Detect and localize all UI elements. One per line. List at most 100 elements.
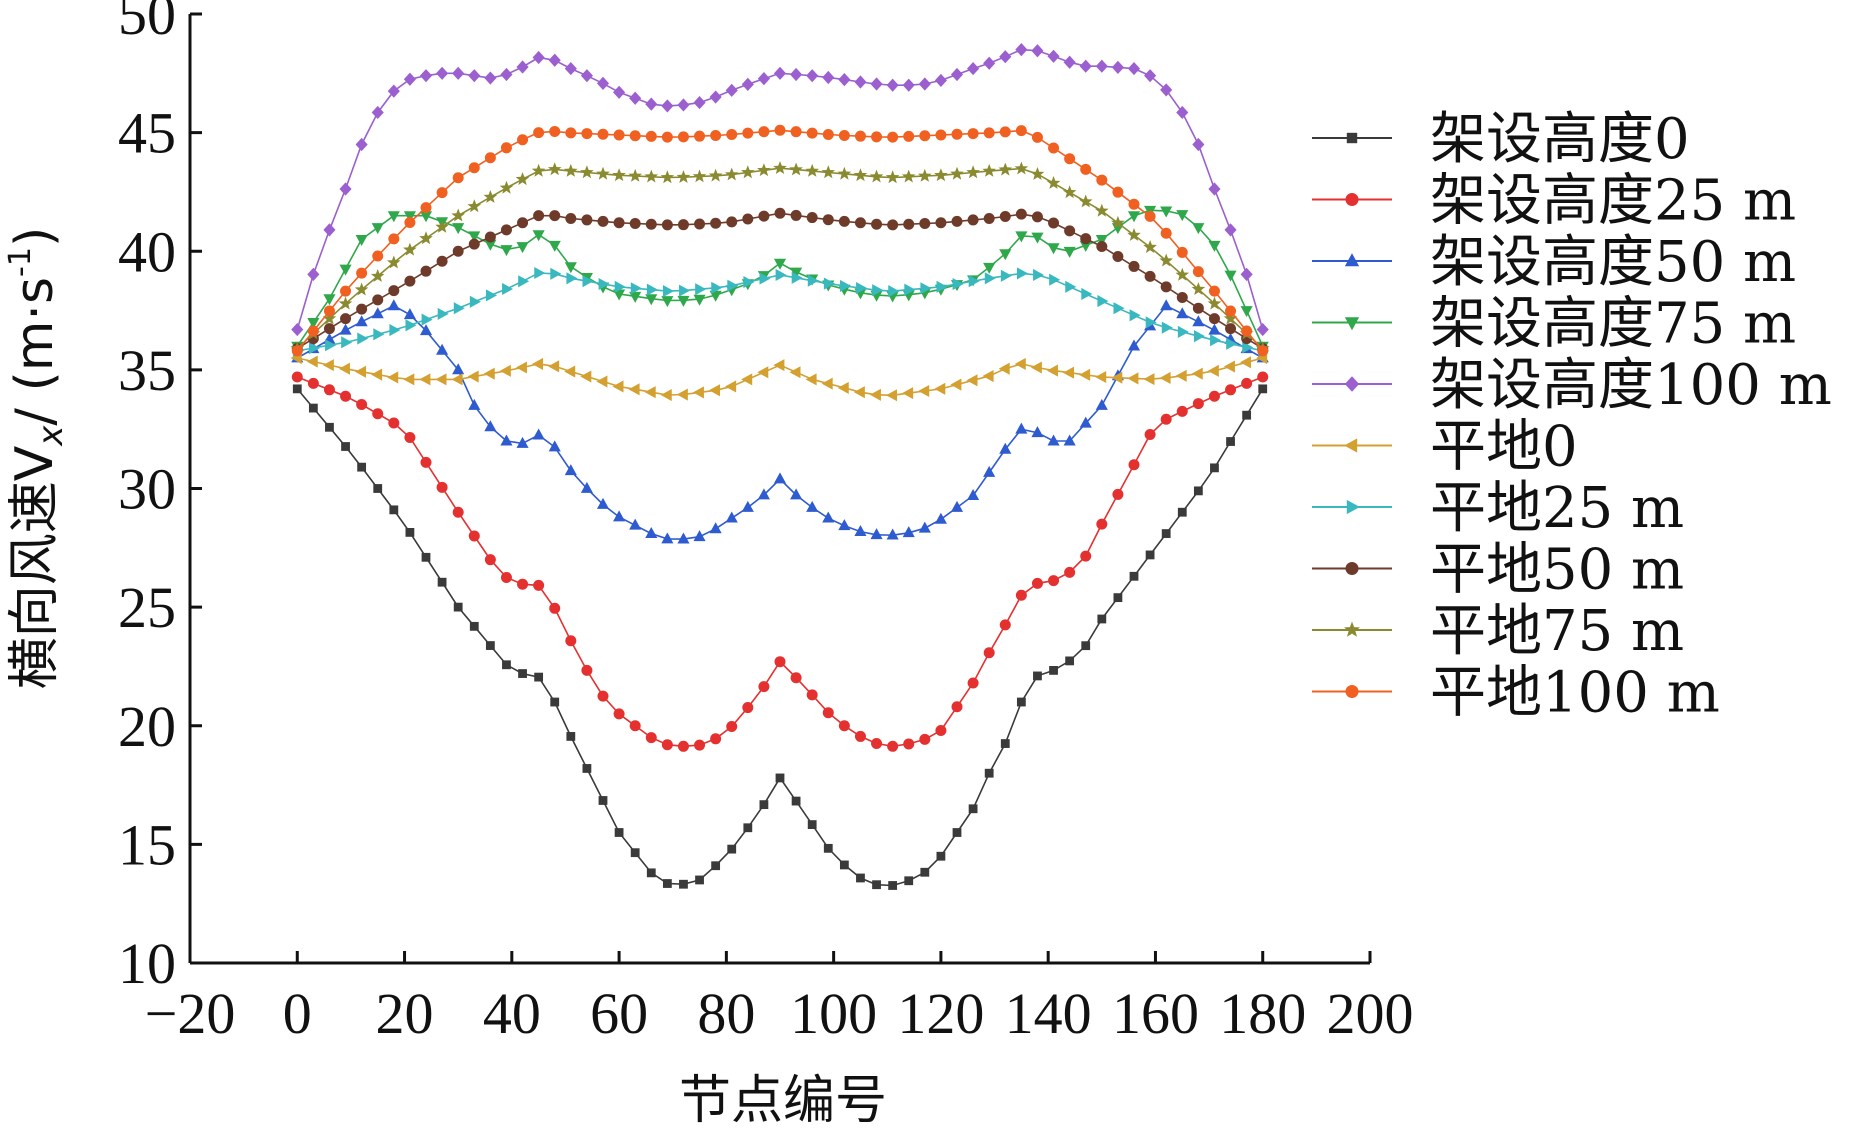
x-tick-label: 80 <box>697 981 755 1046</box>
data-point <box>919 217 931 229</box>
data-point <box>823 277 835 290</box>
data-point <box>934 73 947 88</box>
data-point <box>502 660 511 670</box>
data-point <box>1112 186 1124 198</box>
data-point <box>502 282 514 296</box>
data-point <box>628 168 642 182</box>
data-point <box>805 163 819 177</box>
data-point <box>1113 593 1123 603</box>
data-point <box>872 880 881 890</box>
data-point <box>693 530 706 542</box>
legend-label: 架设高度0 <box>1430 107 1690 172</box>
data-point <box>1176 307 1189 319</box>
data-point <box>791 796 801 806</box>
data-point <box>580 481 593 493</box>
data-point <box>1064 225 1076 237</box>
series-line <box>296 388 1264 887</box>
data-point <box>1065 280 1077 293</box>
data-point <box>727 279 739 292</box>
legend-swatch-marker <box>1345 685 1359 698</box>
data-point <box>1049 665 1058 675</box>
data-point <box>695 875 704 885</box>
data-point <box>1015 125 1027 137</box>
data-point <box>660 388 672 402</box>
series-6 <box>290 351 1268 402</box>
data-point <box>743 823 753 833</box>
data-point <box>1223 360 1235 373</box>
data-point <box>710 217 722 229</box>
data-point <box>709 90 722 104</box>
x-tick-label: 180 <box>1219 981 1306 1046</box>
data-point <box>1048 575 1060 587</box>
data-point <box>323 384 335 396</box>
series-10 <box>291 124 1269 357</box>
data-point <box>790 126 802 138</box>
data-point <box>499 180 514 194</box>
data-point <box>598 796 608 805</box>
data-point <box>628 383 640 396</box>
data-point <box>1064 153 1076 165</box>
data-point <box>1014 161 1029 175</box>
data-point <box>1079 416 1092 428</box>
data-point <box>452 506 464 518</box>
data-point <box>934 382 946 395</box>
data-point <box>1176 405 1188 417</box>
data-point <box>951 128 963 140</box>
data-point <box>983 213 995 225</box>
data-point <box>404 275 416 287</box>
data-point <box>580 69 593 83</box>
data-point <box>999 210 1011 222</box>
data-point <box>548 53 561 67</box>
data-point <box>565 213 577 225</box>
x-tick-label: −20 <box>145 981 236 1046</box>
data-point <box>1225 384 1237 396</box>
data-point <box>516 242 529 254</box>
data-point <box>856 873 865 883</box>
data-point <box>420 456 432 468</box>
data-point <box>452 66 465 80</box>
data-point <box>388 417 400 429</box>
data-point <box>533 579 545 591</box>
data-point <box>999 126 1011 138</box>
data-point <box>565 127 577 139</box>
data-point <box>596 497 610 509</box>
data-point <box>452 172 464 184</box>
data-point <box>886 78 899 92</box>
data-point <box>1208 285 1220 297</box>
data-point <box>515 361 527 374</box>
data-point <box>967 677 979 689</box>
data-point <box>790 267 803 279</box>
data-point <box>871 738 883 750</box>
data-point <box>533 210 545 222</box>
data-point <box>291 345 303 357</box>
data-point <box>306 355 318 368</box>
data-point <box>516 436 529 448</box>
data-point <box>549 125 561 137</box>
data-point <box>789 366 801 379</box>
data-point <box>710 129 722 141</box>
data-point <box>419 211 433 223</box>
legend-label: 平地0 <box>1430 415 1578 480</box>
legend-item: 架设高度100 m <box>1312 353 1832 418</box>
data-point <box>467 370 479 383</box>
data-point <box>1111 371 1123 384</box>
data-point <box>484 420 497 432</box>
legend-item: 架设高度0 <box>1312 107 1690 172</box>
data-point <box>998 162 1013 176</box>
y-tick-label: 45 <box>118 101 176 166</box>
data-point <box>741 77 754 91</box>
data-point <box>999 50 1012 64</box>
y-axis-title-close: ) <box>5 227 65 247</box>
data-point <box>323 305 335 317</box>
data-point <box>371 105 384 120</box>
data-point <box>307 325 319 337</box>
data-point <box>677 131 689 143</box>
data-point <box>919 130 931 142</box>
data-point <box>451 208 465 222</box>
data-point <box>967 489 980 501</box>
data-point <box>1000 269 1012 282</box>
data-point <box>500 245 513 257</box>
data-point <box>484 71 497 85</box>
data-point <box>1095 398 1108 410</box>
